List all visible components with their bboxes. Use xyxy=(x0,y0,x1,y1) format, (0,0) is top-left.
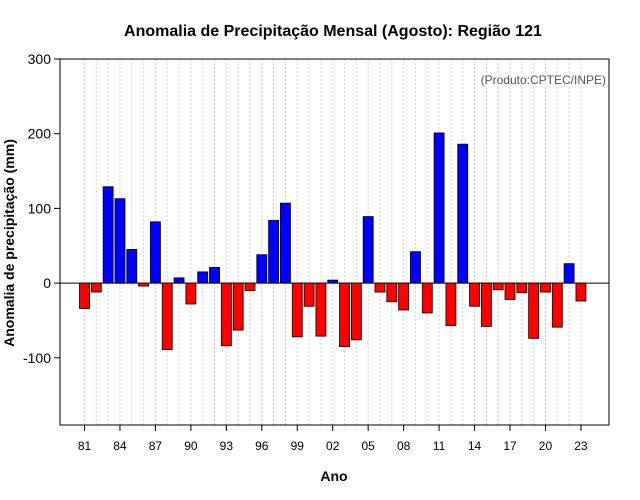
x-tick-label: 02 xyxy=(326,439,340,453)
bar-1986 xyxy=(138,282,150,287)
bar-1994 xyxy=(232,282,244,331)
bar-2003 xyxy=(339,282,350,347)
x-tick-label: 93 xyxy=(220,439,234,453)
bar-2018 xyxy=(516,282,528,294)
x-tick-label: 84 xyxy=(113,439,127,453)
bar-2009 xyxy=(410,251,421,284)
bar-1999 xyxy=(291,282,303,338)
bar-2022 xyxy=(563,263,575,284)
x-tick-label: 17 xyxy=(503,439,517,453)
x-tick-label: 20 xyxy=(539,439,553,453)
y-tick-label: -100 xyxy=(23,350,51,366)
source-note: (Produto:CPTEC/INPE) xyxy=(481,73,606,87)
x-tick-label: 05 xyxy=(362,439,376,453)
bar-2014 xyxy=(469,282,480,307)
y-tick-label: 300 xyxy=(28,51,52,67)
y-axis: -100 0 100 200 300 xyxy=(23,51,60,366)
bar-1992 xyxy=(209,266,220,284)
bar-1996 xyxy=(256,254,268,284)
x-tick-label: 87 xyxy=(149,439,163,453)
x-tick-label: 90 xyxy=(184,439,198,453)
y-axis-title: Anomalia de precipitação (mm) xyxy=(1,139,17,347)
bar-2020 xyxy=(540,282,551,293)
bar-1984 xyxy=(114,198,126,284)
bar-1990 xyxy=(185,282,197,305)
bar-2001 xyxy=(315,282,327,337)
chart-title: Anomalia de Precipitação Mensal (Agosto)… xyxy=(124,23,542,40)
bar-1991 xyxy=(197,271,209,284)
bar-2011 xyxy=(433,132,445,284)
bar-2000 xyxy=(303,282,315,307)
bar-1997 xyxy=(268,219,280,284)
bar-1993 xyxy=(220,282,232,347)
bar-2013 xyxy=(457,143,469,284)
x-tick-label: 23 xyxy=(574,439,588,453)
bar-1985 xyxy=(126,249,138,284)
bar-2002 xyxy=(327,279,339,284)
bar-2012 xyxy=(445,282,457,327)
bars-group xyxy=(79,132,587,350)
bar-1987 xyxy=(150,221,161,284)
bar-2007 xyxy=(386,282,398,303)
bar-1989 xyxy=(173,277,185,284)
x-tick-label: 14 xyxy=(468,439,482,453)
bar-2023 xyxy=(575,282,587,302)
bar-1981 xyxy=(79,282,90,309)
x-tick-label: 99 xyxy=(291,439,305,453)
x-tick-label: 11 xyxy=(433,439,446,453)
bar-2017 xyxy=(504,282,516,300)
bar-1995 xyxy=(244,282,256,291)
x-tick-label: 96 xyxy=(255,439,269,453)
bar-2008 xyxy=(398,282,410,311)
x-tick-label: 08 xyxy=(397,439,411,453)
bar-2015 xyxy=(480,282,492,327)
bar-1998 xyxy=(280,202,291,284)
y-tick-label: 100 xyxy=(28,200,52,216)
bar-1983 xyxy=(102,186,114,284)
grid-lines xyxy=(84,59,582,425)
x-tick-label: 81 xyxy=(78,439,92,453)
plot-frame xyxy=(59,58,610,426)
bar-2006 xyxy=(374,282,386,293)
bar-2004 xyxy=(350,282,362,341)
bar-2010 xyxy=(421,282,433,314)
x-axis-title: Ano xyxy=(320,468,347,484)
bar-2005 xyxy=(362,216,374,284)
y-tick-label: 200 xyxy=(28,126,52,142)
y-tick-label: 0 xyxy=(43,275,51,291)
bar-2021 xyxy=(551,282,563,328)
bar-1988 xyxy=(161,282,173,350)
bar-2016 xyxy=(492,282,504,291)
bar-2019 xyxy=(528,282,540,339)
bar-1982 xyxy=(90,282,102,293)
x-axis: 81 84 87 90 93 96 99 02 05 08 11 14 17 20 23 xyxy=(78,425,588,453)
